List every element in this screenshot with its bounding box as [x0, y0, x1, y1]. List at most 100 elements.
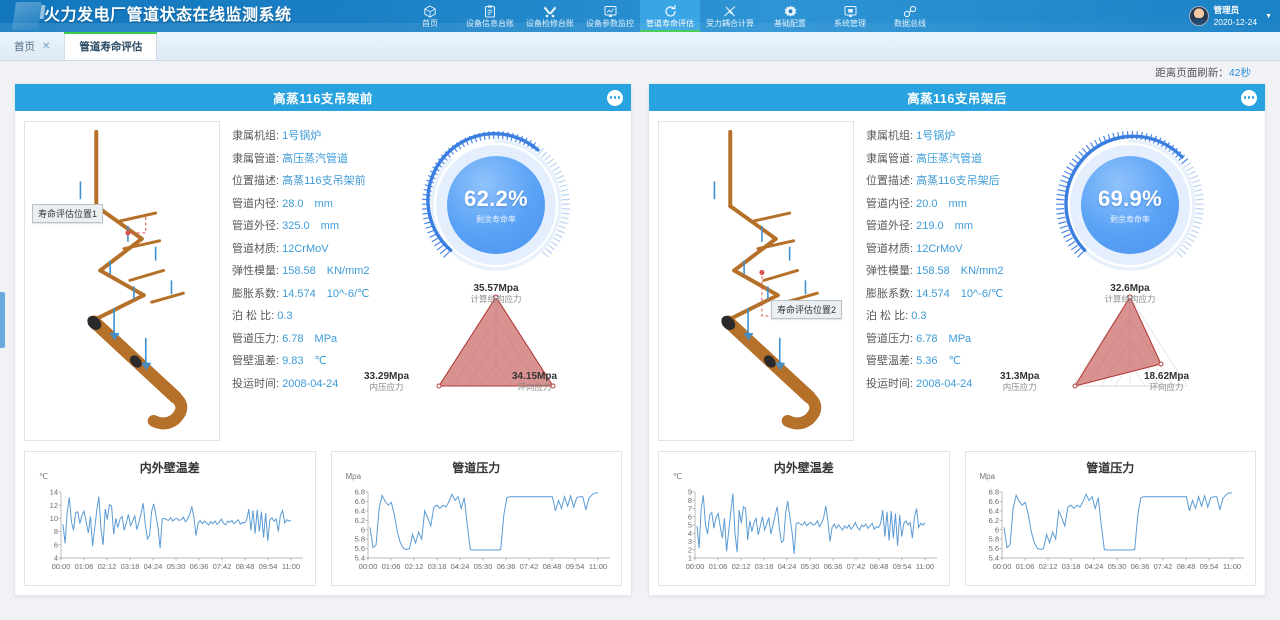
svg-text:6.6: 6.6 — [354, 497, 364, 506]
nav-label: 系统管理 — [834, 18, 866, 28]
info-row: 隶属管道: 高压蒸汽管道 — [232, 148, 370, 171]
tab-home[interactable]: 首页 ✕ — [0, 32, 64, 60]
svg-text:5.4: 5.4 — [988, 554, 998, 563]
app-title: 火力发电厂管道状态在线监测系统 — [44, 7, 292, 24]
tab-pipe-life-assessment[interactable]: 管道寿命评估 — [64, 32, 158, 60]
gauge-core: 62.2% 剩余寿命率 — [447, 156, 545, 254]
nav-item-pipe-life-assessment[interactable]: 管道寿命评估 — [640, 0, 700, 32]
radar-label-structural: 32.6Mpa 计算结构应力 — [1104, 283, 1155, 305]
close-icon[interactable]: ✕ — [42, 40, 51, 52]
svg-text:01:06: 01:06 — [1015, 562, 1034, 571]
svg-text:6: 6 — [994, 525, 998, 534]
panels-container: 高蒸116支吊架前 — [0, 83, 1280, 596]
info-row: 管壁温差: 9.83 ℃ — [232, 350, 370, 373]
info-value: 158.58 KN/mm2 — [916, 265, 1004, 277]
panel-body: 寿命评估位置2 隶属机组: 1号锅炉 隶属管道: 高压蒸汽管道 位置描述: 高蒸… — [649, 111, 1265, 595]
info-row: 管道外径: 219.0 mm — [866, 215, 1004, 238]
nav-item-system-management[interactable]: 系统管理 — [820, 0, 880, 32]
sidebar-toggle-handle[interactable] — [0, 292, 5, 348]
pipe-schematic-icon — [713, 129, 822, 430]
radar-name: 计算结构应力 — [1104, 294, 1156, 304]
nav-item-equipment-ledger[interactable]: 设备信息台账 — [460, 0, 520, 32]
svg-text:6: 6 — [54, 540, 58, 549]
radar-value: 35.57Mpa — [473, 283, 519, 294]
main-nav: 首页 设备信息台账 设备检修台账 设备参数监控 管道寿命评估 受力耦合计算 基础… — [400, 0, 940, 32]
pipe-info-list: 隶属机组: 1号锅炉 隶属管道: 高压蒸汽管道 位置描述: 高蒸116支吊架前 … — [220, 121, 370, 441]
svg-text:05:30: 05:30 — [801, 562, 820, 571]
svg-text:6.4: 6.4 — [988, 506, 998, 515]
chevron-down-icon[interactable]: ▼ — [1265, 12, 1272, 20]
info-row: 弹性模量: 158.58 KN/mm2 — [232, 260, 370, 283]
radar-name: 内压应力 — [369, 382, 404, 392]
chart-temperature-diff[interactable]: 内外壁温差 ℃ 1 2 3 4 5 6 7 8 9 00:00 01:06 02:12 03:18 04:… — [658, 451, 950, 586]
svg-text:03:18: 03:18 — [121, 562, 140, 571]
refresh-label: 距离页面刷新： — [1155, 66, 1229, 79]
radar-value: 33.29Mpa — [364, 371, 410, 382]
chart-pipe-pressure[interactable]: 管道压力 Mpa 5.4 5.6 5.8 6 6.2 6.4 6.6 6.8 00:00 01:0… — [964, 451, 1256, 586]
nav-label: 受力耦合计算 — [706, 18, 754, 28]
more-dots-icon[interactable] — [607, 89, 623, 106]
svg-text:07:42: 07:42 — [847, 562, 866, 571]
svg-text:6.8: 6.8 — [988, 488, 998, 497]
radar-value: 31.3Mpa — [1000, 371, 1040, 382]
radar-shape-icon — [1072, 294, 1188, 389]
info-key: 位置描述: — [232, 175, 280, 187]
chart-temperature-diff[interactable]: 内外壁温差 ℃ 4 6 8 10 12 14 00:00 01:06 02:12 03:18 04:… — [24, 451, 316, 586]
svg-text:04:24: 04:24 — [450, 562, 469, 571]
info-row: 隶属管道: 高压蒸汽管道 — [866, 148, 1004, 171]
pipe-3d-diagram[interactable]: 寿命评估位置1 — [24, 121, 220, 441]
info-row: 弹性模量: 158.58 KN/mm2 — [866, 260, 1004, 283]
info-row: 管道压力: 6.78 MPa — [866, 328, 1004, 351]
info-value: 0.3 — [911, 310, 927, 322]
pipe-3d-diagram[interactable]: 寿命评估位置2 — [658, 121, 854, 441]
svg-text:11:00: 11:00 — [282, 562, 300, 571]
app-logo-icon — [12, 2, 42, 30]
chart-title: 管道压力 — [452, 461, 501, 475]
chart-title: 内外壁温差 — [139, 461, 200, 475]
svg-text:4: 4 — [54, 554, 58, 563]
info-row: 管道材质: 12CrMoV — [232, 238, 370, 261]
svg-text:08:48: 08:48 — [542, 562, 561, 571]
svg-text:6: 6 — [360, 525, 364, 534]
svg-text:6.4: 6.4 — [354, 506, 364, 515]
info-key: 膨胀系数: — [232, 287, 280, 300]
nav-label: 设备信息台账 — [466, 18, 514, 28]
svg-text:06:36: 06:36 — [496, 562, 515, 571]
nav-item-data-bus[interactable]: 数据总线 — [880, 0, 940, 32]
svg-text:01:06: 01:06 — [709, 562, 728, 571]
nav-item-home[interactable]: 首页 — [400, 0, 460, 32]
panel-title: 高蒸116支吊架前 — [273, 92, 373, 106]
gear-icon — [784, 5, 797, 18]
svg-text:04:24: 04:24 — [1084, 562, 1103, 571]
info-value: 325.0 mm — [282, 220, 339, 232]
user-menu[interactable]: 管理员 2020-12-24 ▼ — [1188, 0, 1272, 32]
pipe-schematic-icon — [79, 129, 188, 430]
info-row: 泊 松 比: 0.3 — [866, 305, 1004, 328]
panel-header: 高蒸116支吊架后 — [649, 84, 1265, 111]
svg-text:08:48: 08:48 — [1176, 562, 1195, 571]
info-key: 管道内径: — [866, 197, 914, 210]
nav-item-maintenance-ledger[interactable]: 设备检修台账 — [520, 0, 580, 32]
chart-title: 内外壁温差 — [773, 461, 834, 475]
info-value: 高蒸116支吊架前 — [282, 175, 366, 187]
panel-header: 高蒸116支吊架前 — [15, 84, 631, 111]
radar-name: 内压应力 — [1002, 382, 1037, 392]
svg-text:00:00: 00:00 — [992, 562, 1011, 571]
svg-text:02:12: 02:12 — [1038, 562, 1057, 571]
chart-pipe-pressure[interactable]: 管道压力 Mpa 5.4 5.6 5.8 6 6.2 6.4 6.6 6.8 00:00 01:0… — [330, 451, 622, 586]
nav-item-parameter-monitor[interactable]: 设备参数监控 — [580, 0, 640, 32]
more-dots-icon[interactable] — [1241, 89, 1257, 106]
gauge-caption: 剩余寿命率 — [476, 214, 516, 224]
svg-text:14: 14 — [50, 488, 58, 497]
coupling-icon — [723, 5, 737, 18]
info-row: 膨胀系数: 14.574 10^-6/℃ — [232, 283, 370, 306]
svg-text:6.2: 6.2 — [988, 516, 998, 525]
info-value: 12CrMoV — [282, 242, 329, 255]
nav-item-base-config[interactable]: 基础配置 — [760, 0, 820, 32]
nav-item-force-coupling[interactable]: 受力耦合计算 — [700, 0, 760, 32]
info-value: 20.0 mm — [916, 197, 967, 210]
chart-unit: ℃ — [39, 472, 48, 481]
info-row: 管道压力: 6.78 MPa — [232, 328, 370, 351]
info-value: 12CrMoV — [916, 242, 963, 255]
trend-charts-row: 内外壁温差 ℃ 4 6 8 10 12 14 00:00 01:06 02:12 03:18 04:… — [24, 451, 622, 586]
